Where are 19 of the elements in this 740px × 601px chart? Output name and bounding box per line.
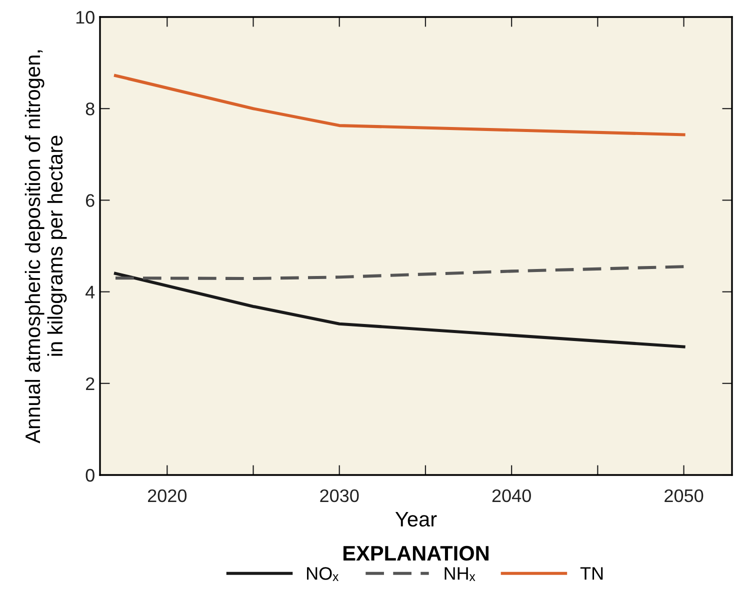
x-tick-label: 2040 — [492, 489, 531, 502]
line-series — [114, 265, 686, 280]
y-tick-label: 4 — [86, 286, 95, 298]
y-axis-title: Annual atmospheric deposition of nitrogen, in kilograms per hectare — [24, 50, 67, 444]
y-tick-label: 10 — [76, 10, 94, 24]
x-tick-label: 2050 — [664, 489, 704, 502]
y-tick-label: 0 — [86, 468, 94, 482]
y-tick-label: 6 — [86, 194, 94, 207]
line-series — [114, 272, 686, 348]
x-tick-label: 2030 — [320, 489, 359, 502]
legend-label: NOₓ — [307, 567, 339, 581]
legend-label: NHₓ — [444, 567, 476, 581]
x-tick-label: 2020 — [148, 489, 187, 502]
y-tick-label: 8 — [86, 102, 94, 116]
legend-title: EXPLANATION — [344, 546, 488, 561]
legend-label: TN — [580, 567, 603, 580]
line-series — [114, 74, 686, 136]
y-tick-label: 2 — [86, 377, 94, 390]
x-axis-title: Year — [395, 512, 437, 527]
